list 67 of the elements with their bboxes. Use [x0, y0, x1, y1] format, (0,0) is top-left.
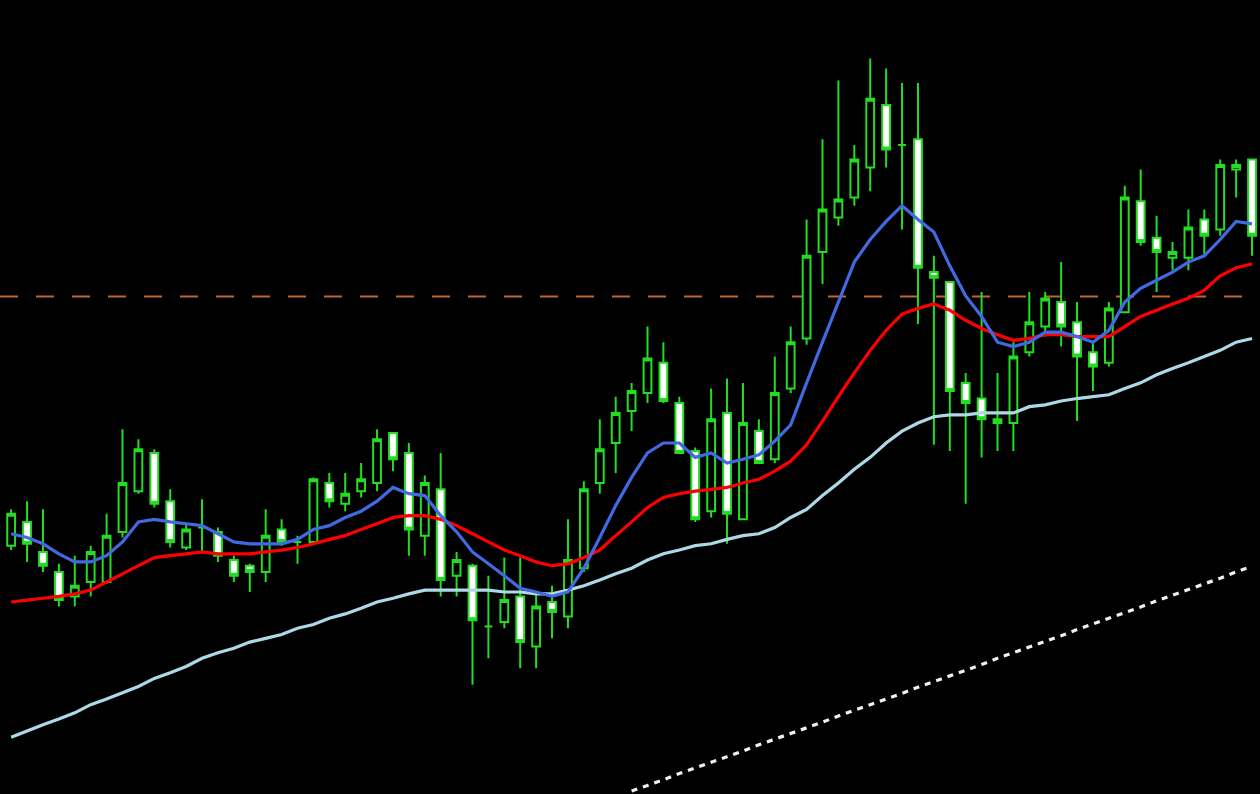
candlestick [1135, 168, 1146, 247]
candlestick [865, 57, 876, 193]
candlestick [1215, 158, 1226, 237]
candlestick [944, 281, 955, 453]
candlestick [881, 67, 892, 169]
candlestick [324, 472, 335, 509]
candlestick [801, 218, 812, 346]
candlestick [1231, 158, 1242, 199]
candlestick [181, 522, 192, 552]
candlestick [1056, 261, 1067, 348]
candlestick [244, 562, 255, 593]
candlestick [85, 544, 96, 598]
candlestick [722, 377, 732, 545]
candlestick [133, 438, 144, 495]
candlestick [1088, 341, 1098, 393]
candlestick [1040, 291, 1051, 338]
candlestick [38, 508, 48, 573]
candlestick [706, 387, 717, 519]
candlestick [1008, 341, 1019, 453]
candlestick [292, 534, 303, 565]
candlestick [435, 452, 446, 598]
candlestick [674, 395, 685, 454]
candlestick [149, 448, 160, 509]
candlestick [1183, 208, 1194, 272]
candlestick [451, 550, 462, 598]
candlestick [626, 381, 637, 433]
candlestick [22, 500, 32, 563]
candlestick [1247, 158, 1257, 257]
candlestick [117, 428, 128, 539]
candlestick [228, 554, 239, 583]
candlestick [642, 325, 653, 404]
candlestick [976, 291, 987, 459]
candlestick [913, 82, 923, 326]
candlestick [833, 79, 844, 227]
candlestick [276, 518, 287, 547]
candlestick [531, 592, 542, 670]
candlestick [960, 371, 971, 505]
candlestick [1199, 208, 1210, 257]
candlestick [817, 138, 828, 285]
candlestick [785, 325, 796, 394]
candlestick [1072, 301, 1082, 423]
candlestick [992, 371, 1003, 453]
candlestick [515, 556, 526, 670]
candlestick [769, 355, 780, 465]
candlestick [499, 556, 510, 630]
candlestick [928, 254, 939, 446]
candlestick [165, 488, 176, 549]
candlestick [849, 144, 860, 207]
candlestick [594, 418, 605, 495]
candlestick [53, 562, 64, 608]
candlestick [388, 431, 398, 473]
candlestick [467, 562, 478, 686]
candlestick [6, 508, 17, 552]
candlestick [658, 341, 669, 404]
candlestick [738, 381, 748, 521]
candlestick [610, 395, 621, 475]
candlestick [897, 82, 907, 231]
candlestick [1119, 184, 1130, 314]
candlestick [1167, 241, 1178, 272]
candlestick [197, 498, 207, 553]
candlestick [403, 441, 414, 557]
candlestick [1151, 214, 1162, 294]
candlestick [547, 584, 557, 640]
candlestick [356, 462, 367, 499]
candlestick [483, 574, 494, 660]
candlestick [340, 472, 351, 513]
candlestick [372, 428, 382, 493]
